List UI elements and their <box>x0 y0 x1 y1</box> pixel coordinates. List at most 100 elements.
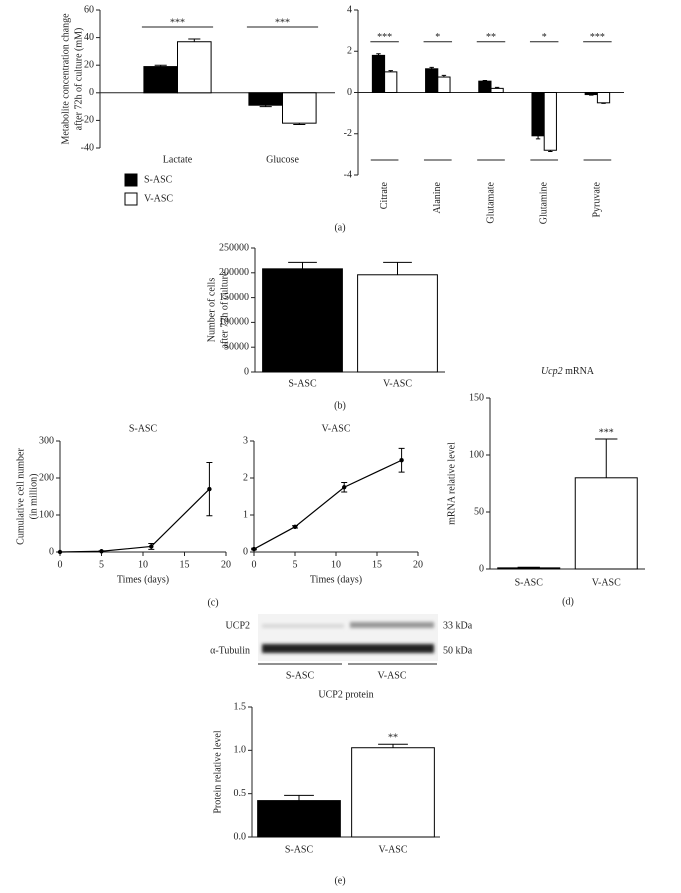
bar <box>257 800 341 838</box>
chart-title: Ucp2 mRNA <box>541 366 595 377</box>
x-tick-label: 20 <box>221 559 231 570</box>
y-tick-label: 3 <box>243 435 248 446</box>
data-line <box>59 488 210 553</box>
bar <box>177 41 212 94</box>
y-axis-label: after 72h of culture <box>219 271 230 348</box>
x-tick-label: Glutamate <box>485 181 496 223</box>
y-tick-label: 0.5 <box>234 788 247 799</box>
y-tick-label: 0 <box>244 366 249 377</box>
panel-label: (a) <box>334 222 345 233</box>
panel-label: (b) <box>334 400 346 411</box>
y-tick-label: 0 <box>479 563 484 574</box>
chart-title: V-ASC <box>321 423 350 434</box>
x-tick-label: Glucose <box>266 154 299 165</box>
y-tick-label: -4 <box>344 169 352 180</box>
x-tick-label: S-ASC <box>288 378 317 389</box>
error-bar <box>589 94 594 96</box>
y-tick-label: 200000 <box>219 267 249 278</box>
error-bar <box>441 74 447 78</box>
y-tick-label: 1.0 <box>234 745 247 756</box>
y-tick-label: 300 <box>39 435 54 446</box>
error-bar <box>595 438 618 478</box>
chart-title-italic: Ucp2 <box>541 366 563 377</box>
x-tick-label: V-ASC <box>383 378 412 389</box>
y-tick-label: -40 <box>81 142 94 153</box>
x-tick-label: 0 <box>252 559 257 570</box>
y-tick-label: 200 <box>39 472 54 483</box>
y-tick-label: 2 <box>347 46 352 57</box>
bar <box>384 71 398 93</box>
error-bar <box>288 261 317 269</box>
error-bar <box>383 261 412 275</box>
blot-group-label: V-ASC <box>377 670 406 681</box>
x-tick-label: Lactate <box>163 154 193 165</box>
y-tick-label: 150 <box>469 392 484 403</box>
data-point <box>251 546 257 552</box>
x-axis-label: Times (days) <box>310 574 362 585</box>
x-tick-label: 5 <box>99 559 104 570</box>
x-tick-label: 10 <box>331 559 341 570</box>
x-tick-label: S-ASC <box>285 844 314 855</box>
y-tick-label: 250000 <box>219 242 249 253</box>
y-tick-label: 60 <box>84 4 94 15</box>
y-tick-label: 1 <box>243 509 248 520</box>
bar <box>437 76 451 93</box>
y-axis-label: mRNA relative level <box>446 442 457 525</box>
data-point <box>292 524 298 530</box>
blot-group-label: S-ASC <box>286 670 315 681</box>
bar <box>596 92 611 104</box>
y-tick-label: 100 <box>469 449 484 460</box>
significance-label: *** <box>170 17 185 28</box>
y-tick-label: 4 <box>347 4 352 15</box>
y-tick-label: 0 <box>49 546 54 557</box>
significance-label: ** <box>388 733 398 744</box>
chart-title: S-ASC <box>129 423 158 434</box>
y-tick-label: 20 <box>84 59 94 70</box>
x-tick-label: Pyruvate <box>592 181 603 217</box>
error-bar <box>188 38 201 42</box>
bar <box>262 268 343 373</box>
error-bar <box>535 135 541 140</box>
data-point <box>149 544 154 549</box>
legend-label: V-ASC <box>144 193 173 204</box>
bar <box>357 274 438 373</box>
y-tick-label: 0 <box>243 546 248 557</box>
significance-label: *** <box>377 32 392 43</box>
bar <box>531 92 545 137</box>
data-point <box>57 549 63 555</box>
error-bar <box>378 743 408 748</box>
blot-size-label: 33 kDa <box>443 620 473 631</box>
data-point <box>342 485 347 490</box>
error-bar <box>517 566 540 568</box>
legend-swatch <box>124 173 138 187</box>
data-point <box>399 458 404 463</box>
chart-title: UCP2 protein <box>318 689 373 700</box>
bar <box>543 92 557 151</box>
x-tick-label: 0 <box>58 559 63 570</box>
chart-title-rest: mRNA <box>565 366 595 377</box>
x-tick-label: Citrate <box>379 181 390 209</box>
x-axis-label: Times (days) <box>117 574 169 585</box>
error-bar <box>601 102 606 104</box>
data-point <box>207 486 212 492</box>
x-tick-label: S-ASC <box>515 577 544 588</box>
x-tick-label: 15 <box>372 559 382 570</box>
error-bar <box>388 70 393 72</box>
y-tick-label: -2 <box>344 128 352 139</box>
significance-label: * <box>542 32 547 43</box>
significance-label: ** <box>486 32 496 43</box>
bar <box>282 92 317 124</box>
y-tick-label: -20 <box>81 115 94 126</box>
data-line <box>253 459 402 550</box>
y-axis-label: Metabolite concentration change <box>60 13 71 145</box>
y-axis-label: after 72h of culture (mM) <box>73 28 84 131</box>
bar <box>497 567 561 570</box>
y-axis-label: (in million) <box>28 474 39 520</box>
y-tick-label: 100000 <box>219 317 249 328</box>
western-blot: UCP2 α-Tubulin 33 kDa 50 kDa S-ASC V-ASC <box>210 614 473 681</box>
bar <box>574 477 638 570</box>
x-tick-label: Glutamine <box>538 181 549 224</box>
panel-label: (e) <box>334 875 345 886</box>
legend-swatch <box>124 192 138 206</box>
